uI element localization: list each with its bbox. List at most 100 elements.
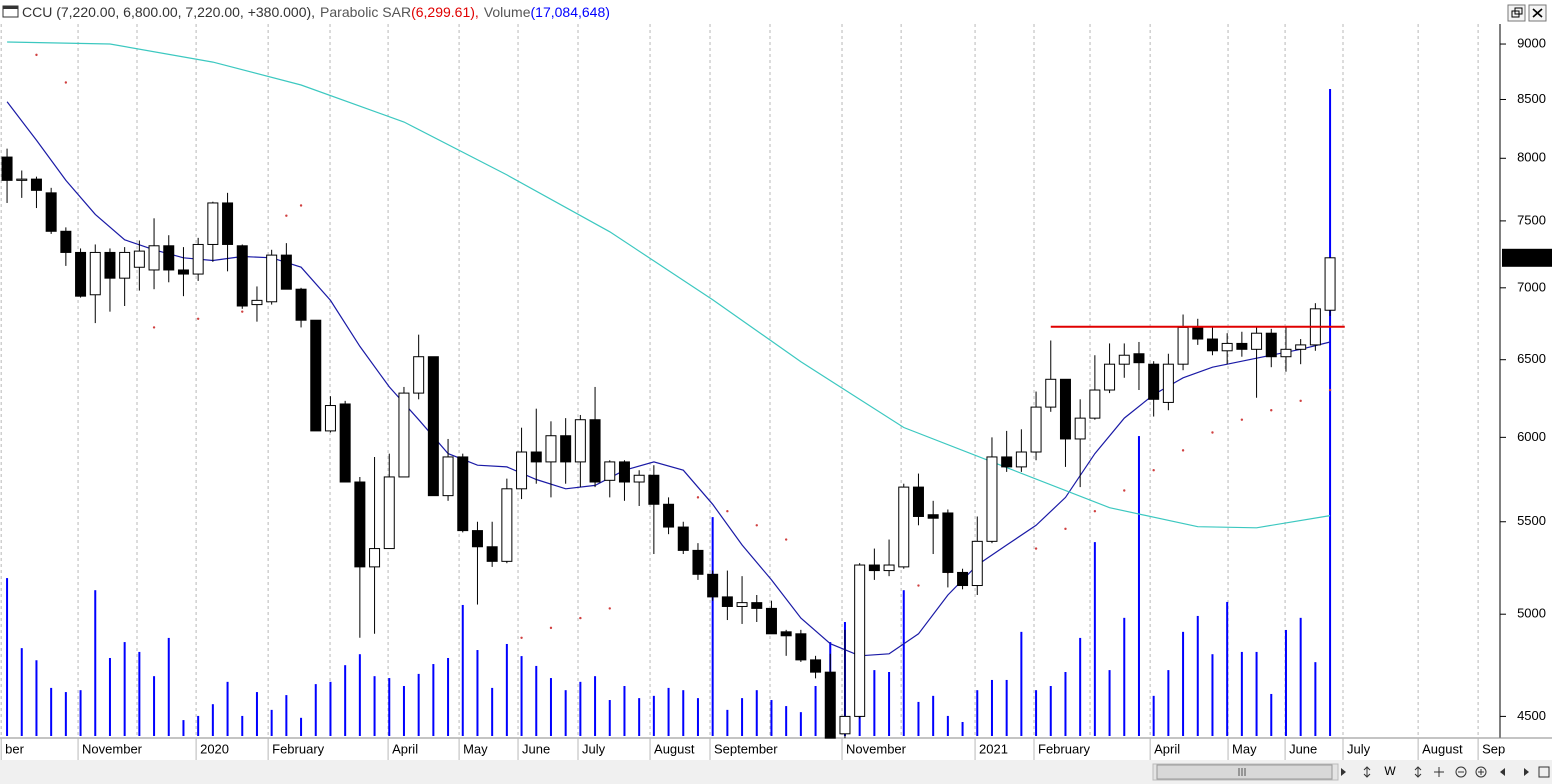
volume-bar <box>976 690 979 736</box>
sar-dot <box>1123 489 1126 492</box>
candle-body <box>971 540 983 587</box>
volume-bar <box>682 690 685 736</box>
volume-bar <box>638 698 641 736</box>
candle-body <box>1162 363 1174 403</box>
candle-body <box>1045 378 1057 408</box>
volume-bar <box>417 673 420 736</box>
candle-body <box>486 546 498 562</box>
candle-body <box>898 486 910 568</box>
candle-body <box>912 486 924 517</box>
sar-dot <box>917 584 920 587</box>
sar-dot <box>1211 431 1214 434</box>
header-bar <box>0 0 1552 24</box>
volume-bar <box>226 681 229 736</box>
sar-dot <box>64 81 68 84</box>
candle-body <box>560 435 572 463</box>
zoom-out[interactable] <box>1455 766 1467 778</box>
sar-dot <box>696 496 700 499</box>
volume-bar <box>270 709 273 736</box>
volume-bar <box>1005 679 1008 736</box>
restore-icon <box>1514 7 1523 15</box>
x-tick-label: September <box>714 741 778 756</box>
candle-body <box>75 251 87 297</box>
candle-body <box>883 564 895 572</box>
volume-bar <box>402 686 405 736</box>
zoom-in[interactable] <box>1475 766 1487 778</box>
sar-dot <box>549 626 553 630</box>
candle-body <box>648 474 660 505</box>
volume-bar <box>902 590 905 736</box>
candle-body <box>192 243 204 275</box>
sar-dot <box>1034 547 1038 550</box>
candle-body <box>148 245 160 271</box>
candle-body <box>442 456 454 497</box>
zoom-vertical[interactable] <box>1363 766 1371 778</box>
candle-body <box>1265 332 1277 358</box>
candle-body <box>604 461 616 481</box>
x-tick-label: February <box>272 741 325 756</box>
sar-dot <box>1299 399 1302 403</box>
candle-body <box>339 403 351 483</box>
fit-vertical[interactable] <box>1414 766 1422 778</box>
volume-bar <box>623 686 626 736</box>
volume-bar <box>1182 631 1185 736</box>
candle-body <box>1001 456 1013 468</box>
candle-body <box>1030 406 1042 453</box>
candle-body <box>16 178 28 181</box>
volume-bar <box>476 650 479 736</box>
volume-bar <box>667 687 670 736</box>
volume-bar <box>79 690 82 736</box>
sar-dot <box>1270 409 1273 412</box>
scroll-right-end[interactable] <box>1524 768 1529 776</box>
volume-bar <box>1035 690 1038 736</box>
sar-dot <box>299 204 303 207</box>
toolbar: W <box>0 760 1552 784</box>
candle-body <box>222 202 234 245</box>
x-tick-label: 2021 <box>979 741 1008 756</box>
window-controls <box>1507 4 1547 22</box>
volume-bar <box>1255 651 1258 736</box>
volume-bar <box>373 676 376 736</box>
candle-body <box>1236 342 1248 350</box>
plot-area <box>1 41 1345 739</box>
x-tick-label: Sep <box>1482 741 1505 756</box>
grid <box>0 24 1479 738</box>
volume-bar <box>785 706 788 736</box>
volume-bar <box>564 690 567 736</box>
volume-bar <box>711 517 714 736</box>
candle-body <box>927 514 939 519</box>
move[interactable] <box>1434 767 1444 777</box>
volume-bar <box>123 642 126 736</box>
volume-bar <box>447 657 450 736</box>
options[interactable] <box>1538 766 1550 778</box>
candle-body <box>324 405 336 432</box>
candle-body <box>942 512 954 573</box>
volume-bar <box>6 578 9 736</box>
candle-body <box>618 461 630 483</box>
volume-bar <box>932 695 935 736</box>
candle-body <box>280 254 292 290</box>
volume-bar <box>1093 542 1096 736</box>
window-icon-bar <box>3 6 18 9</box>
sar-dot <box>784 538 788 541</box>
volume-bar <box>358 654 361 736</box>
candle-body <box>45 192 57 232</box>
volume-bar <box>20 648 23 736</box>
y-tick-label: 7000 <box>1517 279 1546 294</box>
zoom-in-icon <box>1478 769 1484 775</box>
scroll-left-end[interactable] <box>1500 768 1505 776</box>
volume-bar <box>1226 601 1229 736</box>
candle-body <box>1280 348 1292 358</box>
candle-body <box>1177 326 1189 365</box>
candle-body <box>177 269 189 275</box>
volume-bar <box>285 695 288 736</box>
x-tick-label: April <box>392 741 418 756</box>
volume-bar <box>1329 89 1332 736</box>
volume-bar <box>94 590 97 736</box>
volume-bar <box>1299 617 1302 736</box>
scroll-right[interactable] <box>1341 768 1346 776</box>
candle-body <box>1221 342 1233 352</box>
candle-body <box>516 451 528 490</box>
toolbar-label[interactable]: W <box>1384 764 1396 778</box>
